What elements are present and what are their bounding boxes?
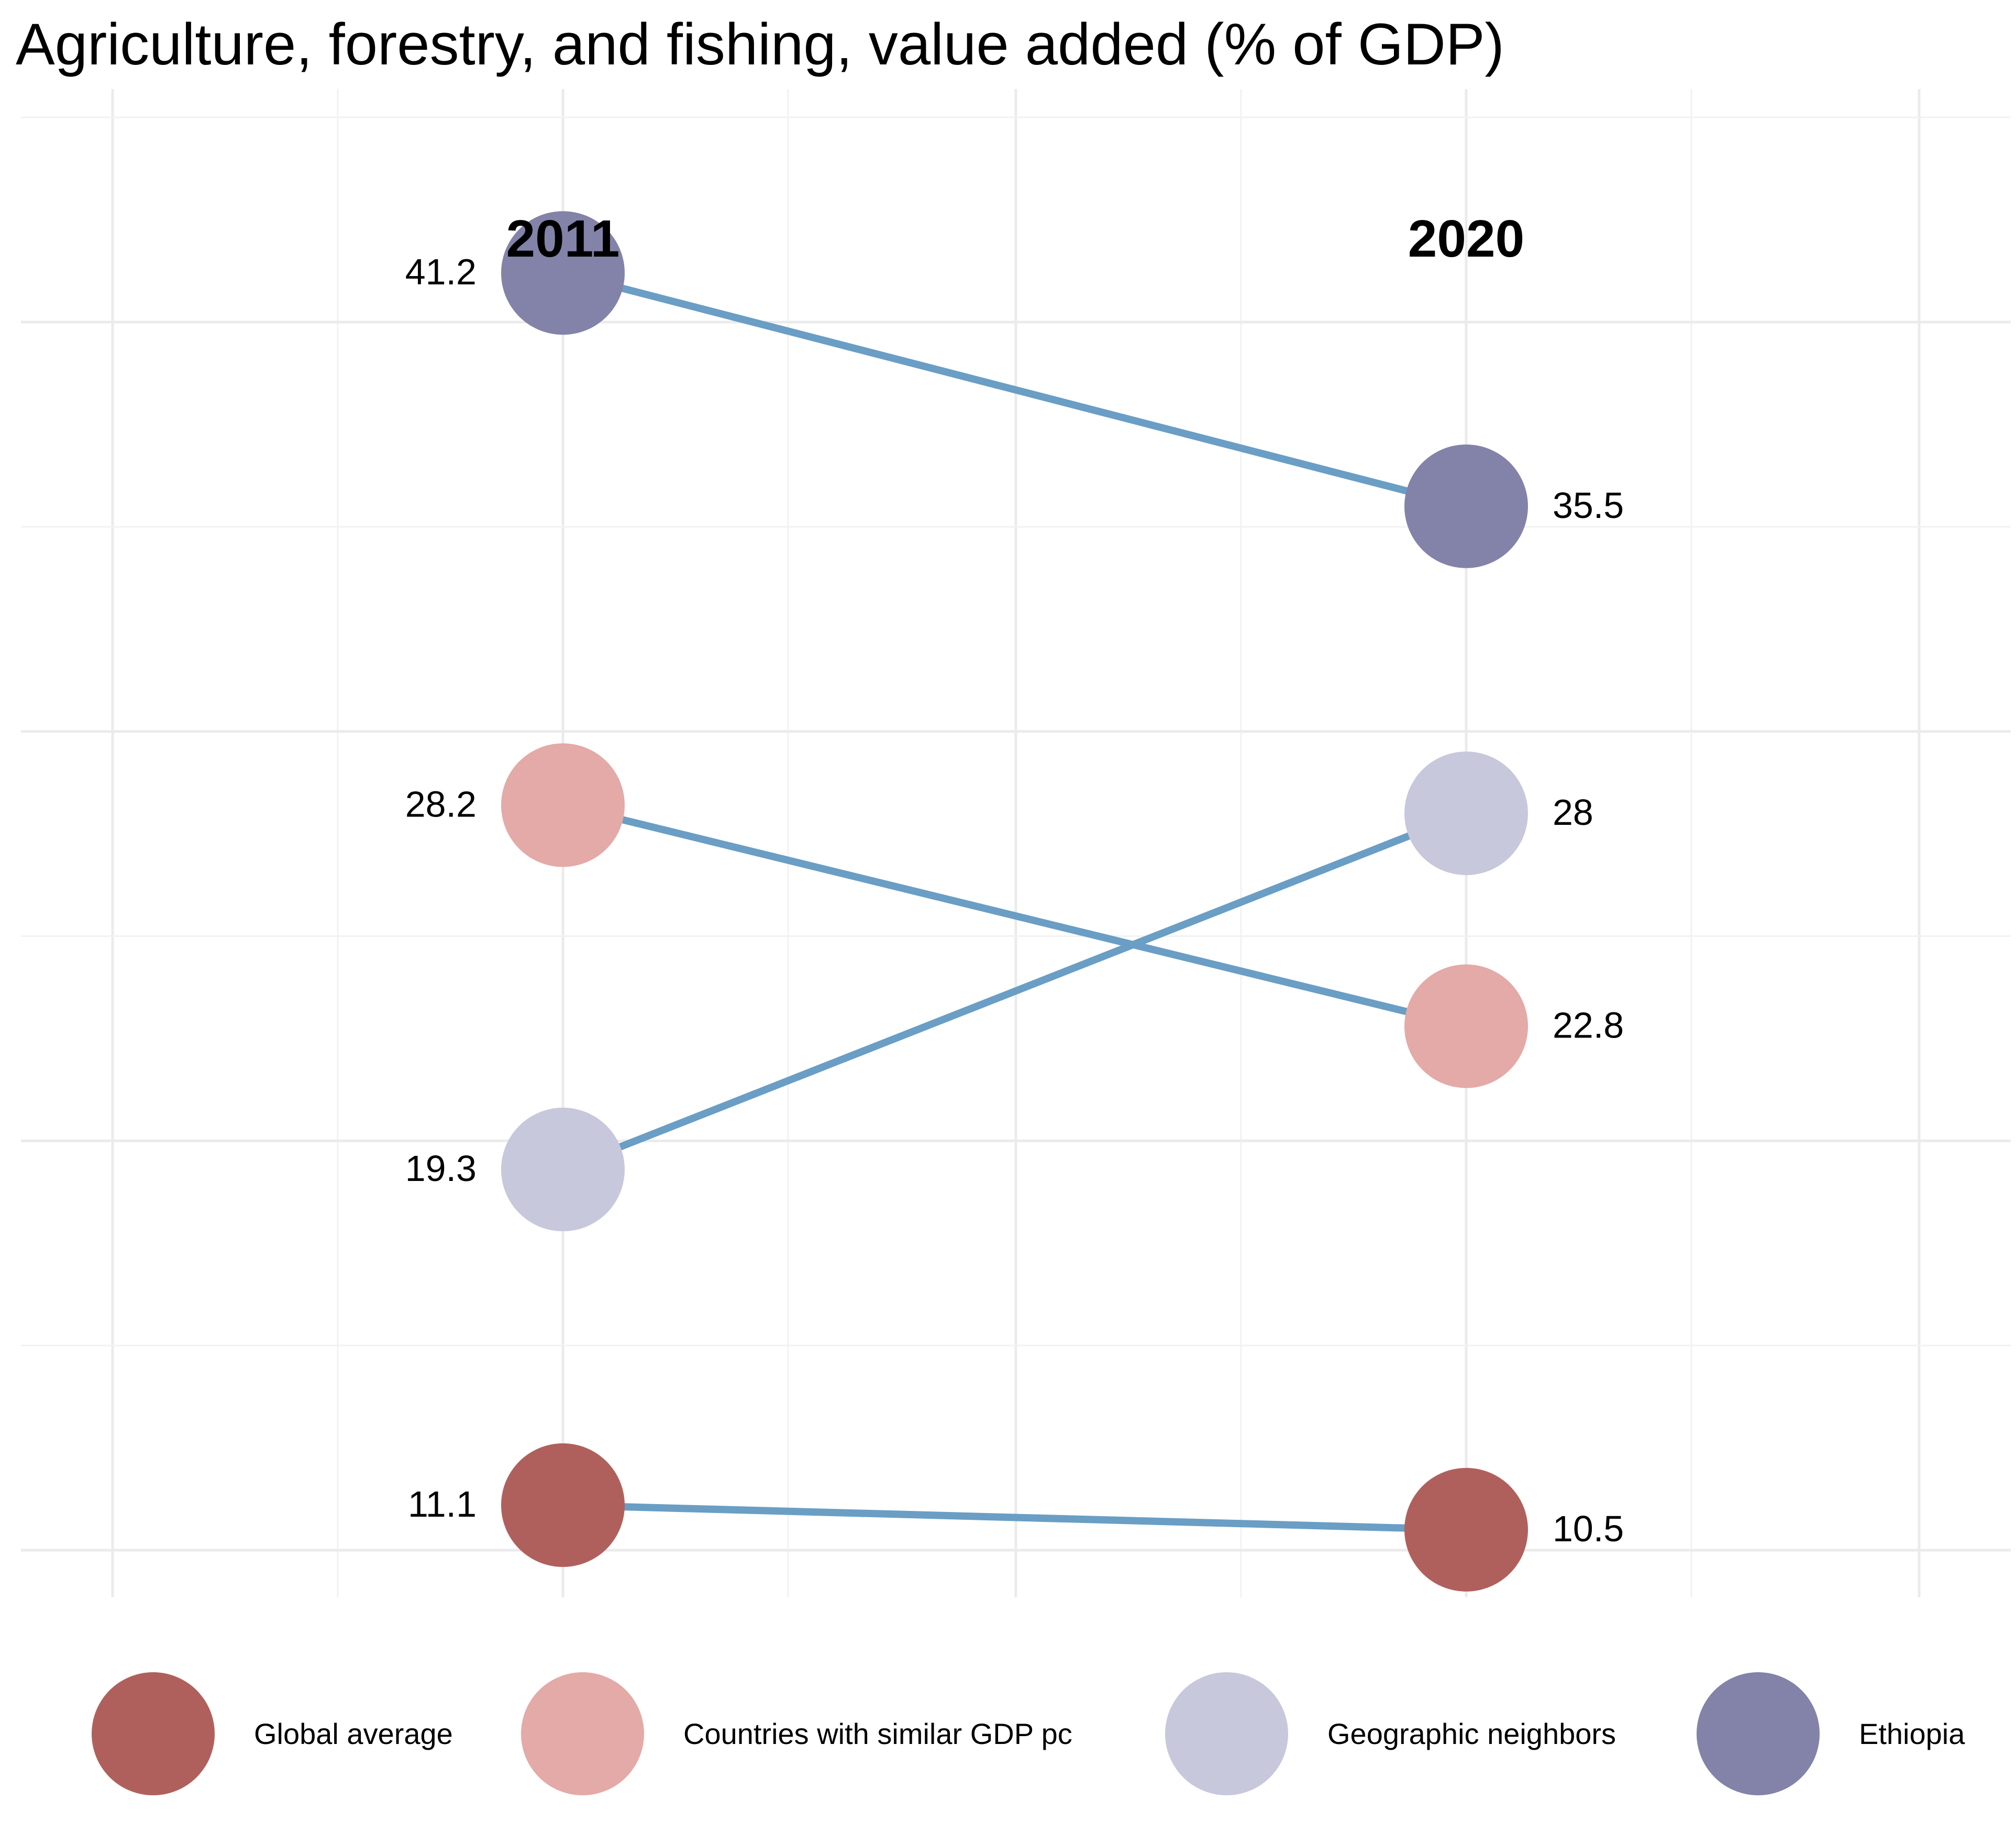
legend-label: Global average <box>254 1717 453 1750</box>
connector-lines <box>561 269 1468 1533</box>
legend-item-ethiopia: Ethiopia <box>1697 1668 1965 1799</box>
data-point <box>501 1108 625 1232</box>
data-points <box>501 211 1528 1592</box>
connector-line <box>562 801 1467 1030</box>
legend-label: Geographic neighbors <box>1327 1717 1616 1750</box>
data-point <box>1404 1467 1528 1592</box>
data-label: 28 <box>1553 792 1593 833</box>
data-label: 28.2 <box>405 783 477 824</box>
data-point <box>1404 444 1528 568</box>
data-label: 11.1 <box>408 1484 477 1525</box>
data-label: 19.3 <box>405 1148 477 1189</box>
grid <box>21 89 2011 1597</box>
data-point <box>501 211 625 335</box>
data-label: 41.2 <box>405 251 477 292</box>
year-header: 2020 <box>1408 209 1524 268</box>
legend-label: Ethiopia <box>1859 1717 1965 1750</box>
legend-swatch <box>1697 1672 1820 1795</box>
data-label: 35.5 <box>1553 485 1624 526</box>
connector-line <box>562 1501 1467 1533</box>
data-label: 22.8 <box>1553 1004 1624 1045</box>
legend-swatch <box>92 1672 215 1795</box>
legend-swatch <box>521 1672 644 1795</box>
data-labels: 2011 2020 11.1 10.5 28.2 22.8 19.3 28 41.2 35.5 <box>405 209 1624 1549</box>
connector-line <box>561 810 1468 1173</box>
data-label: 10.5 <box>1553 1508 1624 1549</box>
connector-line <box>562 269 1467 510</box>
data-point <box>1404 964 1528 1088</box>
legend-label: Countries with similar GDP pc <box>683 1717 1072 1750</box>
data-point <box>1404 752 1528 875</box>
year-header: 2011 <box>506 209 620 268</box>
chart-title: Agriculture, forestry, and fishing, valu… <box>16 12 1504 77</box>
legend-item-geographic-neighbors: Geographic neighbors <box>1165 1668 1616 1799</box>
slope-chart: 2011 2020 11.1 10.5 28.2 22.8 19.3 28 41.2 35.5 <box>21 89 2011 1597</box>
data-point <box>501 1443 625 1567</box>
legend-item-global-average: Global average <box>92 1668 453 1799</box>
legend-item-similar-gdp: Countries with similar GDP pc <box>521 1668 1072 1799</box>
legend-swatch <box>1165 1672 1288 1795</box>
data-point <box>501 743 625 867</box>
legend: Global average Countries with similar GD… <box>0 1668 2016 1799</box>
